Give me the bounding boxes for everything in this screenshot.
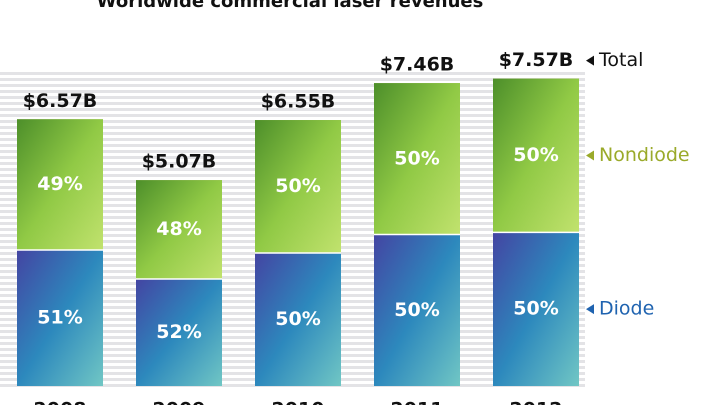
value-label: 50%	[513, 144, 558, 166]
x-tick-label: 2009	[153, 399, 206, 405]
bar-texture	[493, 232, 579, 386]
value-label: 50%	[394, 299, 439, 321]
bar-texture	[136, 278, 222, 386]
x-tick-label: 2008	[34, 399, 87, 405]
legend-label: Total	[598, 49, 643, 71]
bar-texture	[374, 83, 460, 235]
total-label: $5.07B	[142, 151, 217, 173]
value-label: 52%	[156, 321, 201, 343]
value-label: 50%	[394, 147, 439, 169]
bar-texture	[255, 253, 341, 386]
value-label: 50%	[513, 298, 558, 320]
x-tick-label: 2011	[391, 399, 444, 405]
bar-texture	[136, 180, 222, 279]
x-tick-label: 2010	[272, 399, 325, 405]
value-label: 50%	[275, 175, 320, 197]
bar-texture	[17, 119, 103, 250]
bar-texture	[17, 249, 103, 386]
value-label: 48%	[156, 218, 201, 240]
chart-title: Worldwide commercial laser revenues	[97, 0, 484, 12]
value-label: 49%	[37, 173, 82, 195]
total-label: $7.57B	[499, 49, 574, 71]
bar-texture	[374, 234, 460, 386]
total-label: $6.55B	[261, 91, 336, 113]
legend-arrow	[586, 304, 594, 315]
legend-arrow	[586, 150, 594, 161]
legend-arrow	[586, 55, 594, 66]
total-label: $7.46B	[380, 54, 455, 76]
value-label: 50%	[275, 308, 320, 330]
legend-label: Nondiode	[599, 144, 690, 166]
bar-texture	[255, 120, 341, 254]
value-label: 51%	[37, 306, 82, 328]
legend-label: Diode	[599, 298, 654, 320]
x-tick-label: 2012	[510, 399, 563, 405]
total-label: $6.57B	[23, 90, 98, 112]
bar-texture	[493, 78, 579, 233]
